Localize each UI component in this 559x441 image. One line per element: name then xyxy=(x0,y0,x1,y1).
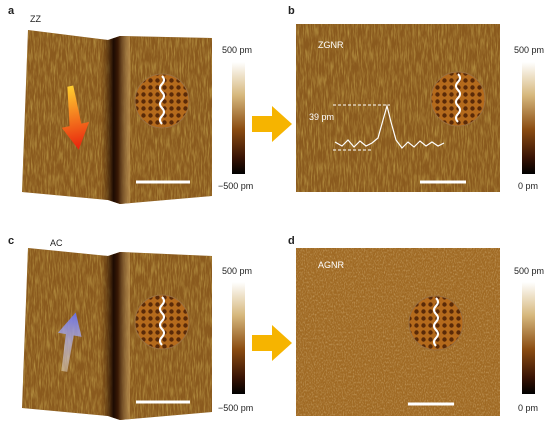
colorbar xyxy=(522,282,535,394)
panel-label: a xyxy=(8,5,15,17)
panel-tag: AC xyxy=(50,238,63,248)
panel-a xyxy=(22,30,245,204)
scale-top: 500 pm xyxy=(222,45,252,55)
edge-line xyxy=(433,297,439,347)
colorbar xyxy=(232,62,245,174)
transition-arrow xyxy=(252,325,292,361)
panel-c xyxy=(22,248,245,420)
texture xyxy=(296,248,500,416)
scale-top: 500 pm xyxy=(514,266,544,276)
panel-label: c xyxy=(8,235,14,247)
panel-b xyxy=(296,24,535,192)
scale-bottom: 0 pm xyxy=(518,403,538,413)
scale-top: 500 pm xyxy=(514,45,544,55)
scale-bottom: 0 pm xyxy=(518,181,538,191)
scale-bottom: −500 pm xyxy=(218,403,253,413)
edge-line xyxy=(455,73,461,123)
panel-tag: ZGNR xyxy=(318,40,344,50)
arrow xyxy=(57,312,82,372)
colorbar xyxy=(522,62,535,174)
edge-line xyxy=(159,75,165,125)
scale-bottom: −500 pm xyxy=(218,181,253,191)
scale-top: 500 pm xyxy=(222,266,252,276)
panel-tag: AGNR xyxy=(318,260,345,270)
annotation: 39 pm xyxy=(309,112,334,122)
edge-line xyxy=(159,296,165,346)
panel-label: d xyxy=(288,235,295,247)
height-profile xyxy=(334,103,445,149)
panel-tag: ZZ xyxy=(30,14,41,24)
arrow xyxy=(61,85,90,150)
transition-arrow xyxy=(252,106,292,142)
panel-d xyxy=(296,248,535,416)
groove xyxy=(100,248,130,420)
colorbar xyxy=(232,282,245,394)
groove xyxy=(100,30,130,204)
panel-label: b xyxy=(288,5,295,17)
